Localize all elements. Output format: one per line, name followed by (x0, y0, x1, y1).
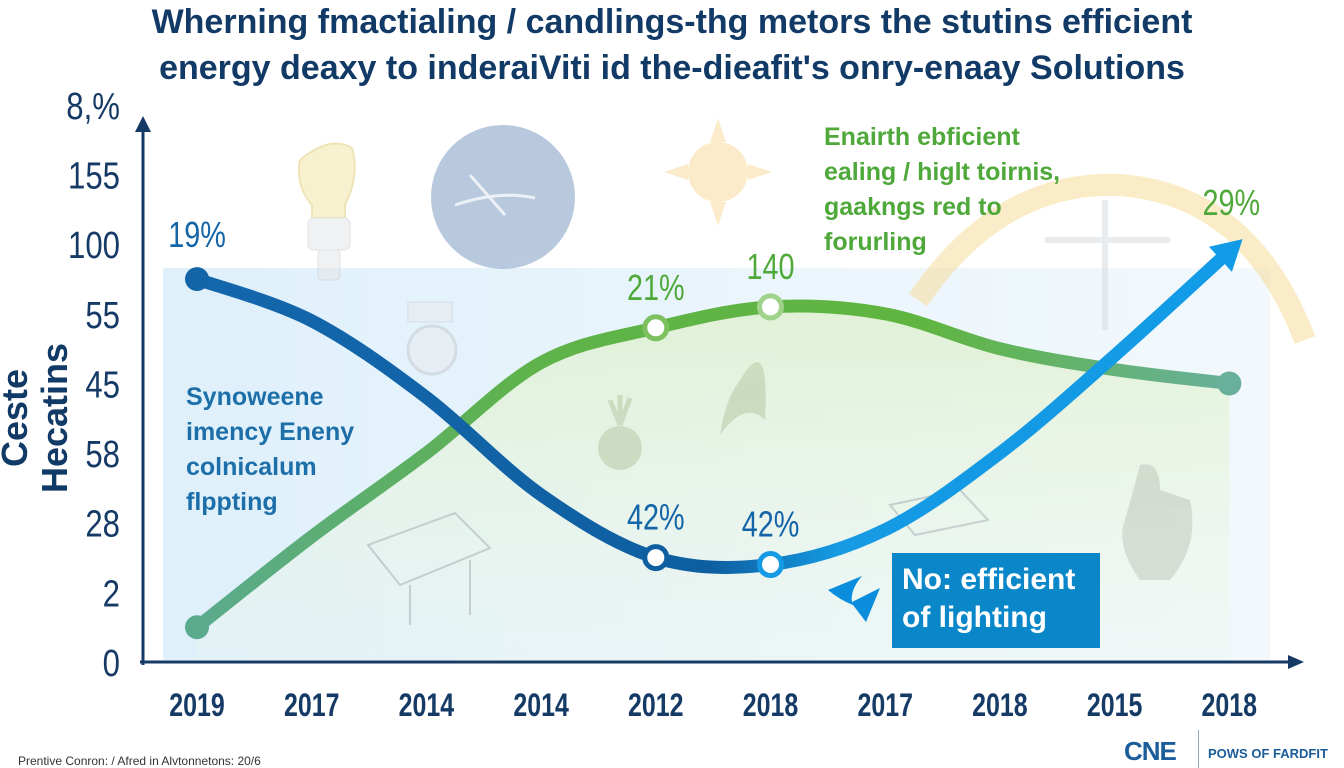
callout-box: No: efficient of lighting (892, 553, 1100, 648)
chart-marks: 0 2 28 58 45 55 100 155 8,% 2019 2017 2014 2014 2012 2… (66, 86, 1260, 724)
annotation-left-line: imency Eneny (186, 418, 355, 446)
blue-arrow-head (1208, 239, 1243, 272)
annotation-left-line: flppting (186, 488, 278, 516)
data-point (185, 615, 209, 640)
medal-icon (406, 301, 458, 376)
callout-line: No: efficient (902, 563, 1076, 596)
x-tick-label: 2014 (513, 688, 569, 724)
chart-title-line-2: energy deaxy to inderaiViti id the-dieaf… (159, 49, 1185, 87)
plant-icon (598, 362, 766, 470)
y-tick-label: 2 (103, 574, 120, 616)
data-label: 21% (627, 267, 685, 308)
y-axis-label: Ceste Hecatins (0, 342, 75, 494)
x-tick-label: 2015 (1087, 688, 1143, 724)
y-tick-label: 155 (68, 156, 120, 198)
rainbow-arch-icon (908, 173, 1316, 344)
series-line-blue (190, 244, 1236, 574)
x-tick-label: 2018 (1202, 688, 1258, 724)
sun-icon (664, 118, 772, 226)
data-point (1217, 371, 1242, 396)
x-tick-label: 2012 (628, 688, 684, 724)
x-tick-label: 2018 (743, 688, 799, 724)
y-tick-label: 45 (85, 365, 120, 407)
series-line-green (190, 299, 1236, 634)
decorative-illustrations (297, 118, 1316, 625)
globe-icon (431, 125, 575, 269)
callout-line: of lighting (902, 601, 1047, 634)
data-point-marker (642, 314, 670, 342)
y-tick-label: 28 (85, 504, 120, 546)
annotation-right-line: ealing / higlt toirnis, (824, 158, 1061, 186)
x-axis-arrow (1288, 655, 1304, 669)
y-tick-label: 0 (103, 643, 120, 685)
y-tick-label: 100 (68, 225, 120, 267)
x-tick-label: 2017 (284, 688, 340, 724)
y-tick-label: 55 (85, 295, 120, 337)
y-axis-arrow (135, 116, 151, 132)
annotation-left-line: Synoweene (186, 383, 324, 411)
hand-pointer-icon (1122, 464, 1193, 580)
x-tick-label: 2014 (399, 688, 455, 724)
brand-logo: CNE (1124, 736, 1177, 766)
x-tick-label: 2019 (169, 688, 225, 724)
data-label: 42% (742, 503, 800, 544)
data-label: 42% (627, 496, 685, 537)
data-label: 29% (1202, 182, 1260, 223)
annotation-right-line: gaakngs red to (824, 193, 1002, 221)
data-label: 140 (746, 246, 794, 287)
annotation-right-line: Enairth ebficient (824, 123, 1020, 151)
logo-divider (1198, 730, 1199, 768)
annotation-right-line: forurling (824, 228, 927, 256)
annotation-right: Enairth ebficient ealing / higlt toirnis… (824, 120, 1060, 260)
chart-title-line-1: Wherning fmactialing / candlings-thg met… (151, 3, 1193, 41)
data-point-marker (757, 293, 784, 321)
data-point (185, 267, 209, 292)
x-tick-label: 2017 (857, 688, 913, 724)
source-note: Prentive Conron: / Afred in Alvtonnetons… (18, 754, 261, 768)
y-tick-label: 8,% (66, 86, 120, 128)
data-label: 19% (168, 214, 226, 255)
brand-name: POWS OF FARDFIT (1208, 746, 1328, 761)
x-tick-label: 2018 (972, 688, 1028, 724)
y-tick-label: 58 (85, 434, 120, 476)
callout-arrow (828, 576, 880, 622)
data-point-marker (642, 544, 670, 572)
annotation-left: Synoweene imency Eneny colnicalum flppti… (186, 380, 354, 520)
light-bulb-icon (297, 142, 356, 281)
annotation-left-line: colnicalum (186, 453, 317, 481)
data-point-marker (757, 551, 784, 579)
